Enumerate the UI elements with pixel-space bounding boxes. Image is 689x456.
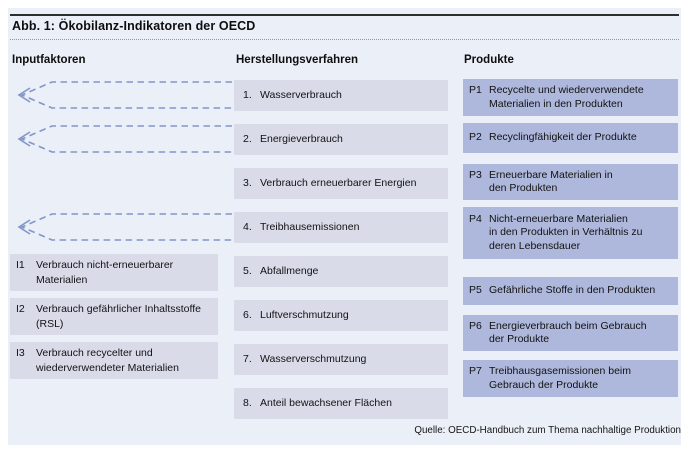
column-header-processes: Herstellungsverfahren: [236, 54, 359, 66]
box-text: 7. Wasserverschmutzung: [243, 353, 366, 367]
box-text: 4. Treibhausemissionen: [243, 221, 359, 235]
title-dotted-rule: [10, 39, 679, 40]
title-top-rule: [10, 14, 679, 16]
source-credit: Quelle: OECD-Handbuch zum Thema nachhalt…: [414, 425, 681, 436]
box-label: Recycelte und wiederverwendete Materiali…: [489, 84, 644, 110]
input-bracket-arrow-2: [17, 125, 232, 153]
box-id: P7: [469, 365, 482, 377]
product-box-P1: P1 Recycelte und wiederverwendete Materia…: [463, 79, 678, 116]
box-id: I2: [16, 303, 25, 315]
box-text: P7 Treibhausgasemissionen beim Gebrauch d…: [469, 365, 631, 392]
box-text: P3 Erneuerbare Materialien in den Produkt…: [469, 169, 613, 196]
process-box-3: 3. Verbrauch erneuerbarer Energien: [234, 168, 448, 199]
box-label: Verbrauch gefährlicher Inhaltsstoffe (RS…: [36, 303, 201, 330]
product-box-P5: P5 Gefährliche Stoffe in den Produkten: [463, 277, 678, 305]
bracket-dashed-path: [19, 213, 232, 241]
column-header-inputs: Inputfaktoren: [12, 54, 86, 66]
arrowhead-left-icon: [17, 87, 31, 103]
box-id: 5.: [243, 264, 252, 277]
box-text: I1 Verbrauch nicht-erneuerbarer Materiali…: [16, 258, 173, 287]
box-text: 8. Anteil bewachsener Flächen: [243, 397, 392, 411]
box-label: Wasserverbrauch: [260, 88, 342, 101]
box-text: 6. Luftverschmutzung: [243, 309, 349, 323]
box-label: Energieverbrauch: [260, 132, 343, 145]
box-label: Energieverbrauch beim Gebrauch der Produ…: [489, 319, 647, 346]
box-id: P2: [469, 131, 482, 144]
box-id: P1: [469, 84, 482, 96]
box-text: 2. Energieverbrauch: [243, 133, 343, 147]
process-box-4: 4. Treibhausemissionen: [234, 212, 448, 243]
input-bracket-arrow-3: [17, 213, 232, 241]
input-box-I1: I1 Verbrauch nicht-erneuerbarer Materiali…: [10, 254, 218, 291]
box-label: Abfallmenge: [260, 264, 319, 277]
box-text: P2 Recyclingfähigkeit der Produkte: [469, 131, 637, 145]
box-label: Wasserverschmutzung: [260, 352, 367, 365]
box-id: I1: [16, 259, 25, 271]
box-id: 1.: [243, 88, 252, 101]
product-box-P2: P2 Recyclingfähigkeit der Produkte: [463, 123, 678, 153]
box-id: P3: [469, 168, 482, 181]
input-box-I3: I3 Verbrauch recycelter und wiederverwend…: [10, 342, 218, 379]
box-text: P4 Nicht-erneuerbare Materialien in den P…: [469, 213, 643, 254]
box-text: 1. Wasserverbrauch: [243, 89, 342, 103]
input-bracket-arrow-1: [17, 81, 232, 109]
process-box-6: 6. Luftverschmutzung: [234, 300, 448, 331]
process-box-1: 1. Wasserverbrauch: [234, 80, 448, 111]
process-box-8: 8. Anteil bewachsener Flächen: [234, 388, 448, 419]
box-text: 3. Verbrauch erneuerbarer Energien: [243, 177, 416, 191]
box-id: P6: [469, 319, 482, 332]
box-label: Treibhausgasemissionen beim Gebrauch der…: [489, 365, 632, 391]
box-id: P4: [469, 212, 482, 225]
bracket-dashed-path: [19, 125, 232, 153]
box-id: I3: [16, 347, 25, 359]
box-label: Nicht-erneuerbare Materialien in den Pro…: [489, 212, 643, 252]
box-label: Verbrauch nicht-erneuerbarer Materialien: [36, 259, 174, 286]
box-label: Treibhausemissionen: [260, 220, 360, 233]
bracket-dashed-path: [19, 81, 232, 109]
box-id: 6.: [243, 308, 252, 321]
process-box-2: 2. Energieverbrauch: [234, 124, 448, 155]
arrowhead-left-icon: [17, 219, 31, 235]
box-label: Verbrauch recycelter und wiederverwendet…: [36, 347, 179, 374]
figure-panel: Abb. 1: Ökobilanz-Indikatoren der OECD I…: [8, 8, 681, 445]
product-box-P6: P6 Energieverbrauch beim Gebrauch der Pro…: [463, 315, 678, 351]
process-box-7: 7. Wasserverschmutzung: [234, 344, 448, 375]
box-id: 3.: [243, 176, 252, 189]
box-id: 2.: [243, 132, 252, 145]
product-box-P4: P4 Nicht-erneuerbare Materialien in den P…: [463, 207, 678, 259]
box-label: Erneuerbare Materialien in den Produkten: [489, 168, 613, 195]
box-id: 8.: [243, 396, 252, 409]
box-text: I2 Verbrauch gefährlicher Inhaltsstoffe (…: [16, 302, 201, 331]
box-label: Gefährliche Stoffe in den Produkten: [489, 284, 656, 297]
product-box-P3: P3 Erneuerbare Materialien in den Produkt…: [463, 164, 678, 200]
arrowhead-left-icon: [17, 131, 31, 147]
column-header-products: Produkte: [464, 54, 514, 66]
box-id: 4.: [243, 220, 252, 233]
box-label: Luftverschmutzung: [260, 308, 349, 321]
input-box-I2: I2 Verbrauch gefährlicher Inhaltsstoffe (…: [10, 298, 218, 335]
box-text: P6 Energieverbrauch beim Gebrauch der Pro…: [469, 320, 647, 347]
product-box-P7: P7 Treibhausgasemissionen beim Gebrauch d…: [463, 360, 678, 397]
box-label: Verbrauch erneuerbarer Energien: [260, 176, 417, 189]
box-text: 5. Abfallmenge: [243, 265, 318, 279]
box-label: Anteil bewachsener Flächen: [260, 396, 392, 409]
box-text: P5 Gefährliche Stoffe in den Produkten: [469, 284, 655, 298]
box-id: P5: [469, 284, 482, 297]
box-id: 7.: [243, 352, 252, 365]
box-label: Recyclingfähigkeit der Produkte: [489, 131, 637, 144]
process-box-5: 5. Abfallmenge: [234, 256, 448, 287]
figure-title: Abb. 1: Ökobilanz-Indikatoren der OECD: [12, 19, 256, 33]
box-text: P1 Recycelte und wiederverwendete Materia…: [469, 84, 644, 111]
box-text: I3 Verbrauch recycelter und wiederverwend…: [16, 346, 179, 375]
